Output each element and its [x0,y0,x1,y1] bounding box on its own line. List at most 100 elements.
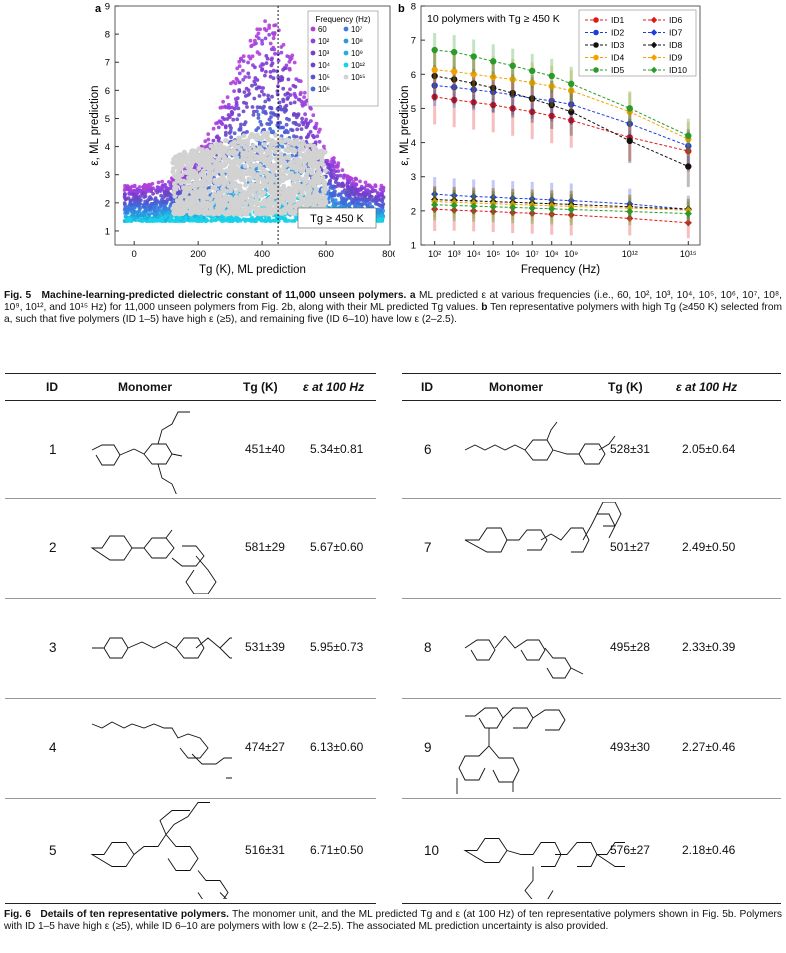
figure6-label: Fig. 6 [4,909,31,920]
data-point [529,108,536,116]
table-row-tg: 495±28 [610,640,650,654]
data-point [470,71,477,78]
table-row-eps: 5.67±0.60 [310,540,364,554]
data-point [684,209,692,218]
table-row-rule [402,798,781,799]
data-point [626,137,633,145]
data-point [548,196,556,204]
data-point [685,142,692,150]
monomer-structure [91,721,232,779]
table-row-tg: 516±31 [245,842,285,857]
data-point [529,95,536,103]
x-tick-label-b: 10⁷ [526,249,539,259]
y-tick-label-a: 7 [105,58,110,69]
y-tick-label-a: 5 [105,114,110,125]
series-line [434,201,689,211]
table-row-id: 1 [49,442,57,457]
figure5-label: Fig. 5 [4,290,32,301]
legend-label-a: 10⁵ [318,73,330,82]
figure5-title: Machine-learning-predicted dielectric co… [41,290,407,301]
data-point [509,76,516,83]
data-point [568,117,575,124]
legend-marker-a [310,86,316,92]
monomer-structure [90,529,217,594]
table-row-id: 9 [424,740,432,755]
legend-b: ID1 ID2 ID3 ID4 ID5 ID6 ID7 ID8 ID9 ID10 [578,9,697,77]
legend-marker-a [343,26,349,32]
table-row-id: 3 [49,640,57,655]
data-point [470,53,477,60]
figure6-text: The monomer unit, and the ML predicted T… [4,909,782,933]
series-id3 [431,51,692,187]
series-line [434,204,689,215]
x-tick-label-b: 10² [428,249,441,259]
legend-marker-a [310,74,316,80]
data-point [450,84,458,91]
figure6-caption: Fig. 6 Details of ten representative pol… [4,909,782,933]
table-row-rule [5,498,376,499]
figure5-caption: Fig. 5 Machine-learning-predicted dielec… [4,290,782,327]
legend-label-b: ID2 [611,28,625,38]
table-row-tg: 576±27 [610,842,650,857]
figure5-text-1: ML predicted ε at various frequencies (i… [4,290,783,314]
chart-title-b: 10 polymers with Tg ≥ 450 K [427,13,560,25]
table-row-rule [5,798,376,799]
data-point [568,101,575,108]
table-row-eps: 2.27±0.46 [682,740,736,754]
table-row-id: 8 [424,640,432,655]
data-point [528,209,536,217]
data-point [626,120,633,127]
data-point [431,205,439,213]
chart-panel-a: a 0 200 400 600 800 1 2 3 4 5 6 7 8 9 Tg (K), ML predi… [89,2,395,277]
y-tick-label-a: 9 [105,2,110,13]
legend-label-a: 10⁶ [318,85,330,94]
table-row-eps: 5.34±0.81 [310,442,364,456]
data-point [685,163,692,170]
table-top-rule-right [402,373,781,374]
series-line [434,199,689,210]
x-tick-label-b: 10³ [448,249,461,259]
data-point [529,67,536,75]
data-point [431,46,438,54]
header-id-right: ID [421,380,433,394]
table-row-id: 2 [49,540,57,555]
data-point [548,205,556,213]
x-tick-label-b: 10¹⁵ [680,249,697,259]
y-tick-label-a: 6 [105,86,110,97]
data-point [567,205,575,214]
table-row-tg: 531±39 [245,640,285,654]
table-row-eps: 2.05±0.64 [682,442,736,456]
legend-marker-b [593,54,599,61]
legend-marker-a [343,50,349,56]
data-point [568,80,575,88]
chart-panel-b: b 10² 10³ 10⁴ 10⁵ 10⁶ 10⁷ 10⁸ 10⁹ 10¹² 10¹⁵ 1 2 3 4 5 6… [398,2,701,276]
x-tick-label-b: 10⁵ [486,249,500,259]
monomer-structure [456,707,566,794]
table-row-rule [402,698,781,699]
table-row-rule [5,698,376,699]
figure5-b: b [481,302,488,314]
legend-label-b: ID10 [669,65,687,75]
x-tick-label-a: 600 [318,249,334,260]
data-point [431,82,438,89]
legend-label-a: 10⁹ [351,49,363,58]
x-tick-label-a: 400 [254,249,270,260]
legend-label-b: ID4 [611,53,625,63]
x-tick-label-b: 10¹² [622,249,638,259]
series-line [434,208,689,224]
legend-label-b: ID7 [669,28,683,38]
table-row-rule [5,903,376,904]
data-point [684,219,692,227]
legend-marker-a [310,26,316,32]
legend-label-b: ID8 [669,40,683,50]
x-tick-label-b: 10⁴ [467,249,481,259]
data-point [470,86,477,93]
table-row-eps: 2.33±0.39 [682,640,736,654]
legend-label-b: ID1 [611,15,625,25]
table-row-id: 7 [424,540,432,555]
panel-a-letter: a [95,3,102,15]
legend-marker-a [343,62,349,68]
x-tick-label-a: 800 [382,249,395,260]
legend-marker-b [593,67,599,73]
y-tick-label-b: 7 [411,36,416,47]
